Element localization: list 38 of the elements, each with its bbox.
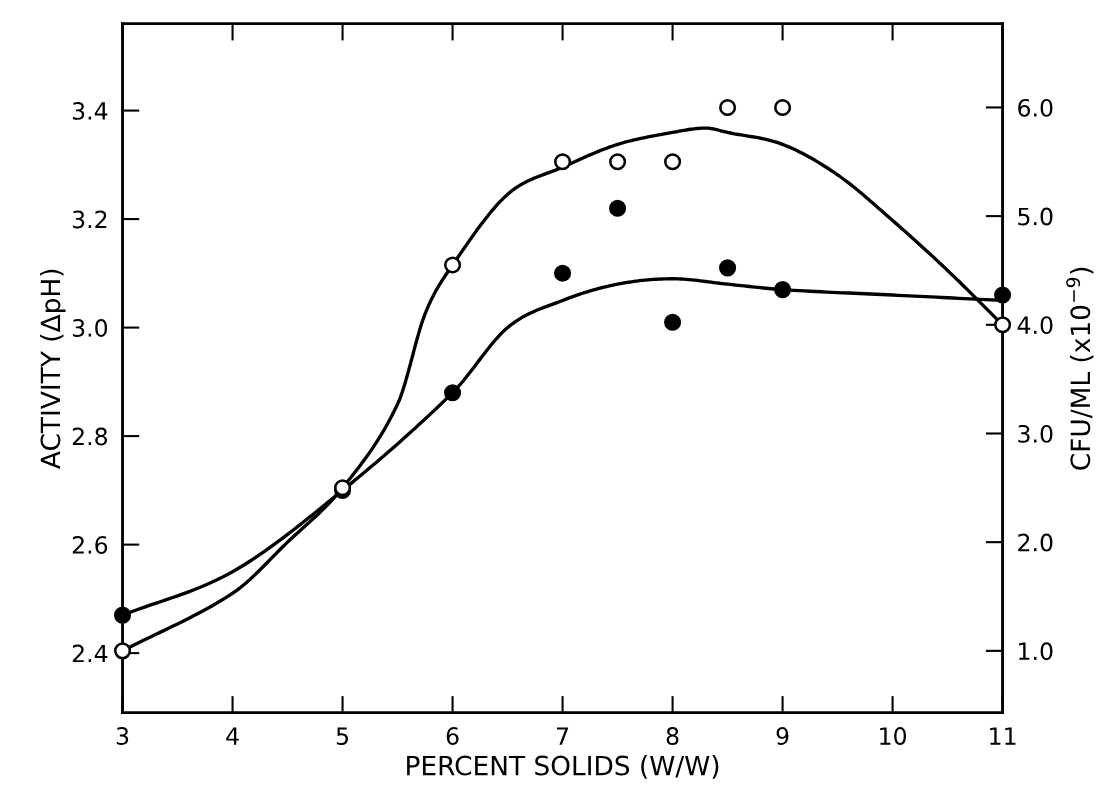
y-tick-label: 3.0	[72, 319, 108, 337]
point	[114, 642, 132, 660]
point	[774, 281, 792, 299]
point	[444, 256, 462, 274]
point	[719, 98, 737, 116]
x-tick-label: 4	[226, 727, 239, 745]
point	[719, 259, 737, 277]
point	[994, 316, 1012, 334]
x-tick-label: 9	[776, 727, 789, 745]
x-tick-label: 3	[116, 727, 129, 745]
x-tick-label: 10	[880, 727, 907, 745]
x-tick-label: 11	[990, 727, 1016, 745]
y-tick-label: 3.4	[72, 102, 108, 120]
point	[774, 98, 792, 116]
point	[664, 313, 682, 331]
point	[444, 384, 462, 402]
y-axis-title: ACTIVITY (ΔpH)	[40, 269, 66, 469]
y-tick-label: 2.4	[72, 644, 108, 663]
point	[554, 153, 572, 171]
y2-tick-label: 4.0	[1017, 316, 1053, 335]
x-tick-label: 6	[446, 727, 459, 745]
point	[664, 153, 682, 171]
x-tick-label: 5	[336, 727, 348, 745]
y2-tick-label: 3.0	[1018, 424, 1053, 443]
x-tick-label: 8	[666, 727, 679, 745]
x-tick-label: 7	[557, 727, 569, 745]
y2-tick-label: 5.0	[1018, 207, 1053, 226]
point	[609, 153, 627, 171]
point	[609, 199, 627, 217]
y2-tick-label: 1.0	[1019, 642, 1053, 661]
x-axis-title: PERCENT SOLIDS (W/W)	[407, 755, 719, 779]
y2-tick-label: 6.0	[1018, 98, 1053, 117]
y-tick-label: 2.8	[72, 427, 108, 446]
y-tick-label: 2.6	[72, 536, 108, 554]
y2-tick-label: 2.0	[1018, 533, 1053, 552]
y2-axis-title: CFU/ML (x10$^{−9}$)	[1066, 267, 1094, 470]
y-tick-label: 3.2	[72, 210, 107, 229]
point	[554, 264, 572, 282]
